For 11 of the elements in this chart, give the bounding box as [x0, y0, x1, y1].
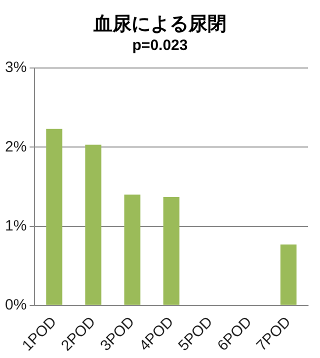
bar [46, 128, 62, 305]
chart-subtitle: p=0.023 [131, 36, 189, 56]
y-tick-label: 0% [4, 296, 27, 314]
bar [85, 144, 102, 305]
y-tick-label: 2% [4, 138, 27, 156]
chart-title: 血尿による尿閉 [92, 12, 228, 36]
bar [124, 194, 140, 305]
y-tick-label: 1% [4, 217, 27, 234]
y-tick-label: 3% [4, 59, 27, 76]
bar [163, 196, 180, 305]
bar [280, 244, 297, 305]
